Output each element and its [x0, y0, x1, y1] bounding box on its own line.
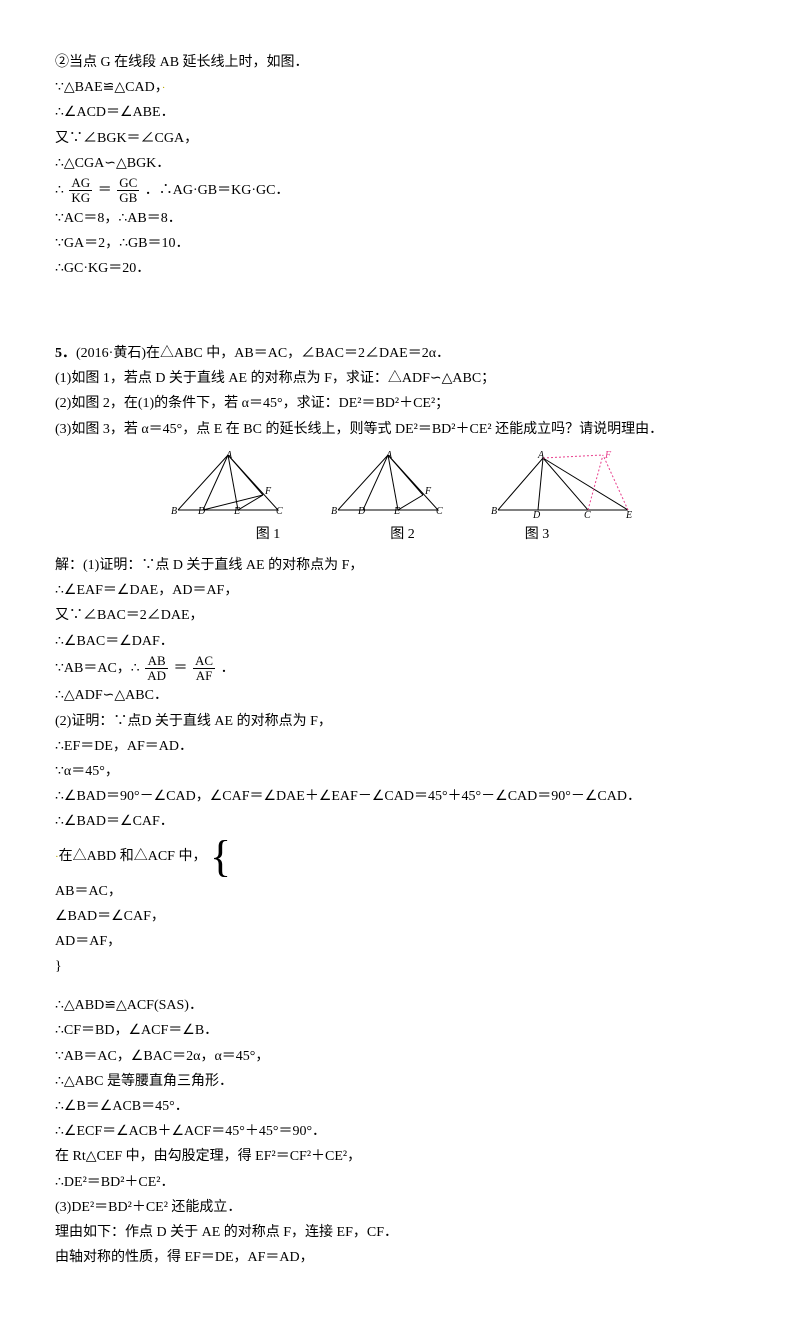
brace-system: {	[210, 835, 231, 879]
problem-part: (1)如图 1，若点 D 关于直线 AE 的对称点为 F，求证：△ADF∽△AB…	[55, 366, 750, 391]
svg-text:E: E	[625, 510, 632, 520]
text-line: ∴△ABC 是等腰直角三角形．	[55, 1069, 750, 1094]
fraction: AGKG	[69, 176, 92, 206]
svg-text:A: A	[537, 450, 545, 461]
problem-head: 5．(2016·黄石)在△ABC 中，AB＝AC，∠BAC＝2∠DAE＝2α．	[55, 341, 750, 366]
text-line: ·在△ABD 和△ACF 中， {	[55, 835, 750, 879]
figure-2: A B D E C F	[328, 450, 448, 520]
text-line: ∴△CGA∽△BGK．	[55, 151, 750, 176]
text-line: ∴∠B＝∠ACB＝45°．	[55, 1094, 750, 1119]
svg-text:E: E	[393, 506, 400, 515]
text-line: ∴GC·KG＝20．	[55, 256, 750, 281]
problem-part: (3)如图 3，若 α＝45°，点 E 在 BC 的延长线上，则等式 DE²＝B…	[55, 417, 750, 442]
text-line: ∵AB＝AC，∴ ABAD ＝ ACAF ．	[55, 654, 750, 684]
caption-2: 图 2	[390, 522, 415, 547]
text-line: ∵GA＝2，∴GB＝10．	[55, 231, 750, 256]
text-line: ②当点 G 在线段 AB 延长线上时，如图．	[55, 50, 750, 75]
svg-text:C: C	[436, 506, 443, 515]
text-line: 解：(1)证明：∵点 D 关于直线 AE 的对称点为 F，	[55, 553, 750, 578]
text-line: ∵α＝45°，	[55, 759, 750, 784]
text-line: ∴DE²＝BD²＋CE²．	[55, 1170, 750, 1195]
text-line: ∴CF＝BD，∠ACF＝∠B．	[55, 1018, 750, 1043]
svg-text:A: A	[225, 450, 233, 461]
svg-text:C: C	[276, 506, 283, 515]
svg-text:B: B	[491, 506, 497, 517]
svg-text:D: D	[532, 510, 541, 520]
figures-row: A B D E C F A B D E C F	[55, 450, 750, 520]
fraction: GCGB	[117, 176, 139, 206]
figure-3: A B D C E F	[488, 450, 638, 520]
text-line: ∴∠ACD＝∠ABE．	[55, 100, 750, 125]
text-line: ∴∠BAC＝∠DAF．	[55, 629, 750, 654]
text-line: ∵AB＝AC，∠BAC＝2α，α＝45°，	[55, 1044, 750, 1069]
svg-text:D: D	[197, 506, 206, 515]
svg-text:B: B	[331, 506, 337, 515]
figure-1: A B D E C F	[168, 450, 288, 520]
text-line: ∵AC＝8，∴AB＝8．	[55, 206, 750, 231]
text-line: ∴△ABD≌△ACF(SAS)．	[55, 993, 750, 1018]
text-line: 在 Rt△CEF 中，由勾股定理，得 EF²＝CF²＋CE²，	[55, 1144, 750, 1169]
text-line: ∴∠BAD＝90°－∠CAD，∠CAF＝∠DAE＋∠EAF－∠CAD＝45°＋4…	[55, 784, 750, 809]
svg-text:F: F	[264, 486, 272, 497]
text-line: ∴∠EAF＝∠DAE，AD＝AF，	[55, 578, 750, 603]
svg-text:B: B	[171, 506, 177, 515]
caption-1: 图 1	[256, 522, 281, 547]
text-line: 又∵∠BGK＝∠CGA，	[55, 126, 750, 151]
text-line: 理由如下：作点 D 关于 AE 的对称点 F，连接 EF，CF．	[55, 1220, 750, 1245]
fraction: ABAD	[145, 654, 168, 684]
text-line: ∴∠BAD＝∠CAF．	[55, 809, 750, 834]
svg-text:D: D	[357, 506, 366, 515]
text-line: (3)DE²＝BD²＋CE² 还能成立．	[55, 1195, 750, 1220]
dot-mark: ·	[162, 82, 166, 94]
text-line: 由轴对称的性质，得 EF＝DE，AF＝AD，	[55, 1245, 750, 1270]
text-line: 又∵∠BAC＝2∠DAE，	[55, 603, 750, 628]
svg-text:F: F	[424, 486, 432, 497]
text-line: ∴ AGKG ＝ GCGB ．∴AG·GB＝KG·GC．	[55, 176, 750, 206]
fraction: ACAF	[193, 654, 215, 684]
svg-text:F: F	[604, 450, 612, 461]
problem-part: (2)如图 2，在(1)的条件下，若 α＝45°，求证：DE²＝BD²＋CE²；	[55, 391, 750, 416]
figure-captions: 图 1 图 2 图 3	[55, 522, 750, 547]
text-line: ∴EF＝DE，AF＝AD．	[55, 734, 750, 759]
caption-3: 图 3	[525, 522, 550, 547]
svg-text:A: A	[385, 450, 393, 461]
text-line: ∵△BAE≌△CAD，·	[55, 75, 750, 100]
svg-text:E: E	[233, 506, 240, 515]
text-line: ∴△ADF∽△ABC．	[55, 683, 750, 708]
text-line: (2)证明：∵点D 关于直线 AE 的对称点为 F，	[55, 709, 750, 734]
svg-text:C: C	[584, 510, 591, 520]
